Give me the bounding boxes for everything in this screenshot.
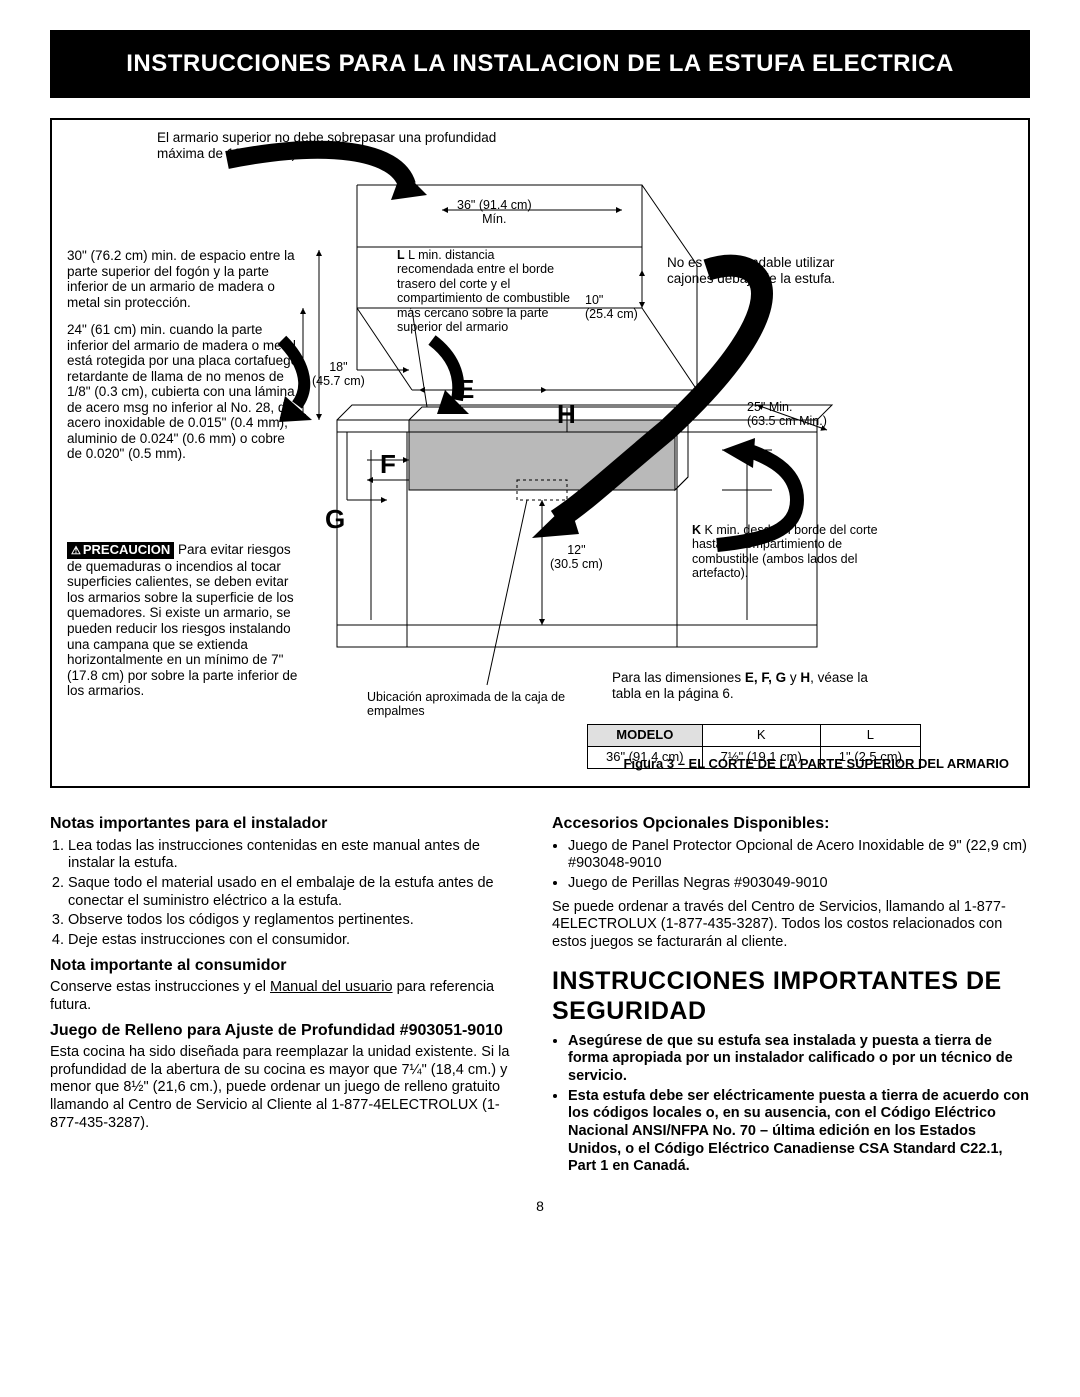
th-k: K: [702, 725, 820, 747]
jbox-note: Ubicación aproximada de la caja de empal…: [367, 690, 587, 719]
page-number: 8: [50, 1198, 1030, 1214]
h-filler-kit: Juego de Relleno para Ajuste de Profundi…: [50, 1021, 528, 1041]
th-modelo: MODELO: [588, 725, 703, 747]
filler-para: Esta cocina ha sido diseñada para reempl…: [50, 1044, 528, 1132]
installer-list: Lea todas las instrucciones contenidas e…: [68, 838, 528, 950]
figure-area: El armario superior no debe sobrepasar u…: [67, 130, 1013, 750]
note-30: 30" (76.2 cm) min. de espacio entre la p…: [67, 248, 302, 310]
td-modelo: 36" (91.4 cm): [588, 746, 703, 768]
warning-icon: ⚠: [71, 545, 81, 558]
h-accessories: Accesorios Opcionales Disponibles:: [552, 814, 1030, 834]
list-item: Saque todo el material usado en el embal…: [68, 875, 528, 910]
manual-link: Manual del usuario: [270, 979, 393, 995]
dims-ref: Para las dimensiones E, F, G y H, véase …: [612, 670, 892, 701]
list-item: Juego de Perillas Negras #903049-9010: [568, 875, 1030, 893]
td-k: 7½" (19.1 cm): [702, 746, 820, 768]
dim-12: 12" (30.5 cm): [550, 543, 603, 572]
dim-25: 25" Min. (63.5 cm Min.): [747, 400, 827, 429]
consumer-para: Conserve estas instrucciones y el Manual…: [50, 979, 528, 1014]
letter-e: E: [457, 375, 474, 405]
columns: Notas importantes para el instalador Lea…: [50, 808, 1030, 1182]
list-item: Juego de Panel Protector Opcional de Ace…: [568, 838, 1030, 873]
precaucion-label: PRECAUCION: [83, 542, 170, 557]
accessory-para: Se puede ordenar a través del Centro de …: [552, 899, 1030, 952]
list-item: Asegúrese de que su estufa sea instalada…: [568, 1033, 1030, 1086]
kl-table: MODELO K L 36" (91.4 cm) 7½" (19.1 cm) 1…: [587, 724, 921, 769]
precaucion-badge: ⚠PRECAUCION: [67, 542, 174, 559]
page-title: INSTRUCCIONES PARA LA INSTALACION DE LA …: [50, 30, 1030, 98]
page: INSTRUCCIONES PARA LA INSTALACION DE LA …: [0, 0, 1080, 1244]
list-item: Deje estas instrucciones con el consumid…: [68, 932, 528, 950]
td-l: 1" (2.5 cm): [820, 746, 920, 768]
list-item: Observe todos los códigos y reglamentos …: [68, 912, 528, 930]
h-safety: INSTRUCCIONES IMPORTANTES DE SEGURIDAD: [552, 966, 1030, 1027]
kl-table-wrap: MODELO K L 36" (91.4 cm) 7½" (19.1 cm) 1…: [587, 718, 921, 769]
note-l: L L min. distancia recomendada entre el …: [397, 248, 572, 334]
dim-18: 18" (45.7 cm): [312, 360, 365, 389]
h-consumer-note: Nota importante al consumidor: [50, 956, 528, 976]
note-k-text: K min. desde el borde del corte hasta el…: [692, 523, 878, 580]
letter-f: F: [380, 450, 396, 480]
right-column: Accesorios Opcionales Disponibles: Juego…: [552, 808, 1030, 1182]
letter-g: G: [325, 505, 345, 535]
note-l-text: L min. distancia recomendada entre el bo…: [397, 248, 570, 334]
safety-list: Asegúrese de que su estufa sea instalada…: [568, 1033, 1030, 1177]
th-l: L: [820, 725, 920, 747]
precaucion-block: ⚠PRECAUCION Para evitar riesgos de quema…: [67, 542, 307, 699]
text-span: Conserve estas instrucciones y el: [50, 979, 270, 995]
left-column: Notas importantes para el instalador Lea…: [50, 808, 528, 1182]
note-drawers: No es recomendable utilizar cajones deba…: [667, 255, 877, 286]
figure-box: El armario superior no debe sobrepasar u…: [50, 118, 1030, 788]
note-24: 24" (61 cm) min. cuando la parte inferio…: [67, 322, 302, 462]
note-k: K K min. desde el borde del corte hasta …: [692, 523, 892, 581]
h-installer-notes: Notas importantes para el instalador: [50, 814, 528, 834]
dim-10: 10" (25.4 cm): [585, 293, 638, 322]
accessory-list: Juego de Panel Protector Opcional de Ace…: [568, 838, 1030, 893]
list-item: Esta estufa debe ser eléctricamente pues…: [568, 1088, 1030, 1176]
precaucion-body: Para evitar riesgos de quemaduras o ince…: [67, 542, 297, 698]
dim-36: 36" (91.4 cm) Mín.: [457, 198, 532, 227]
upper-cab-note: El armario superior no debe sobrepasar u…: [157, 130, 507, 161]
list-item: Lea todas las instrucciones contenidas e…: [68, 838, 528, 873]
letter-h: H: [557, 400, 576, 430]
